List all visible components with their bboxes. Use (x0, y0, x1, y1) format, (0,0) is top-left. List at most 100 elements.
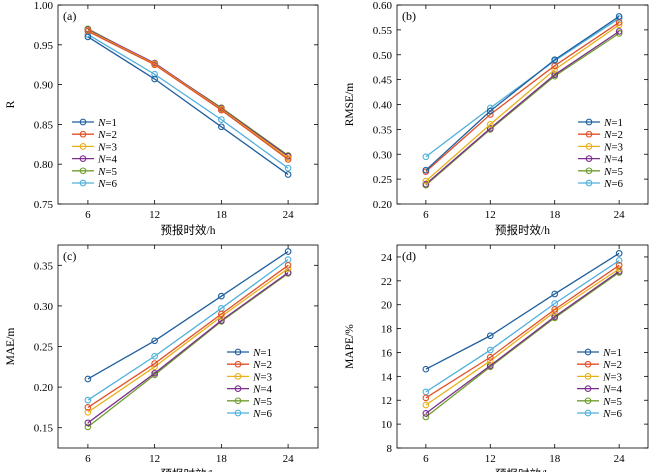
legend-swatch-marker (585, 155, 593, 162)
series-line (87, 268, 289, 413)
data-point (551, 306, 559, 313)
data-point (551, 66, 559, 74)
y-tick-label: 0.85 (34, 119, 54, 131)
legend-label: N=4 (97, 154, 118, 166)
legend: N=1N=2N=3N=4N=5N=6 (72, 117, 118, 190)
legend-item: N=2 (227, 359, 272, 371)
legend-label: N=4 (603, 154, 624, 166)
data-point (84, 375, 92, 383)
legend-item: N=2 (577, 359, 622, 371)
data-point (151, 352, 158, 360)
legend-label: N=6 (602, 408, 623, 420)
y-tick-label: 0.95 (34, 40, 54, 52)
legend-label: N=5 (252, 396, 273, 408)
legend-swatch-marker (79, 143, 87, 150)
data-point (218, 317, 225, 324)
legend-swatch-marker (584, 409, 592, 417)
y-tick-label: 0.30 (373, 149, 393, 161)
data-point (84, 404, 92, 411)
y-tick-label: 18 (381, 324, 393, 336)
y-tick-label: 0.40 (373, 100, 393, 112)
data-point (84, 419, 92, 427)
y-tick-label: 0.20 (34, 382, 54, 394)
data-point (422, 365, 430, 373)
series-N1 (84, 33, 292, 178)
y-tick-label: 0.75 (34, 199, 54, 211)
series-line (87, 29, 289, 159)
legend: N=1N=2N=3N=4N=5N=6 (578, 117, 624, 190)
legend-swatch-marker (79, 167, 87, 175)
legend-item: N=5 (578, 166, 624, 178)
legend-label: N=1 (252, 347, 272, 359)
y-axis-title: MAPE/% (344, 324, 356, 369)
x-axis-title: 预报时效/h (161, 467, 216, 472)
data-point (151, 360, 158, 367)
series-N2 (422, 261, 623, 402)
chart-panel-4: 6 12 18 24 8 10 12 14 16 18 20 22 24 预报时效/h MAPE/% (d) N… (344, 244, 649, 472)
y-tick-label: 20 (381, 300, 393, 312)
legend-label: N=3 (603, 141, 624, 153)
legend: N=1N=2N=3N=4N=5N=6 (227, 347, 273, 420)
y-tick-label: 0.55 (373, 25, 393, 37)
series-line (87, 29, 289, 157)
data-point (151, 61, 158, 69)
data-point (422, 166, 430, 174)
legend-label: N=6 (252, 408, 273, 420)
legend-swatch-marker (79, 179, 87, 187)
data-point (151, 337, 158, 345)
series-line (425, 268, 620, 406)
y-tick-label: 14 (381, 371, 393, 383)
legend-item: N=6 (577, 408, 623, 420)
data-point (422, 177, 430, 185)
series-line (87, 264, 289, 408)
x-tick-label: 12 (485, 209, 496, 221)
y-tick-label: 0.90 (34, 80, 54, 92)
series-N3 (422, 21, 623, 185)
data-point (422, 401, 430, 409)
series-line (425, 270, 620, 414)
legend-label: N=6 (97, 178, 118, 190)
x-tick-label: 24 (283, 209, 295, 221)
chart-panel-3: 6 12 18 24 0.15 0.20 0.25 0.30 0.35 预报时效/h MAE/m (c… (5, 244, 319, 472)
legend: N=1N=2N=3N=4N=5N=6 (577, 347, 623, 420)
legend-item: N=4 (578, 154, 624, 166)
legend-swatch-marker (584, 360, 592, 368)
x-tick-label: 18 (216, 209, 228, 221)
series-N4 (422, 267, 623, 417)
series-N6 (422, 257, 623, 396)
data-point (218, 292, 225, 300)
data-point (284, 164, 292, 172)
series-line (87, 272, 289, 424)
x-axis-title: 预报时效/h (495, 223, 550, 237)
x-tick-label: 24 (614, 453, 626, 465)
panel-label: (a) (63, 9, 76, 23)
legend-swatch-marker (584, 373, 592, 380)
series-N6 (422, 15, 623, 161)
legend-label: N=5 (603, 166, 624, 178)
legend-item: N=6 (227, 408, 273, 420)
data-point (615, 28, 623, 35)
data-point (551, 290, 559, 298)
legend-swatch-marker (234, 360, 242, 368)
data-point (486, 357, 494, 365)
legend-swatch-marker (584, 385, 592, 392)
legend-item: N=2 (72, 129, 117, 141)
legend-item: N=3 (577, 371, 623, 383)
data-point (284, 256, 292, 263)
legend-swatch-marker (79, 130, 87, 138)
y-axis-title: MAE/m (5, 328, 17, 366)
legend-label: N=3 (602, 371, 623, 383)
series-N5 (422, 269, 623, 421)
data-point (284, 261, 292, 269)
y-tick-label: 0.35 (373, 124, 393, 136)
legend-swatch-marker (585, 179, 593, 187)
data-point (422, 180, 430, 188)
legend-item: N=5 (72, 166, 118, 178)
series-N2 (84, 261, 292, 411)
series-line (425, 24, 620, 182)
data-point (422, 394, 430, 402)
data-point (486, 353, 494, 361)
legend-swatch-marker (234, 385, 242, 392)
data-point (218, 116, 225, 123)
